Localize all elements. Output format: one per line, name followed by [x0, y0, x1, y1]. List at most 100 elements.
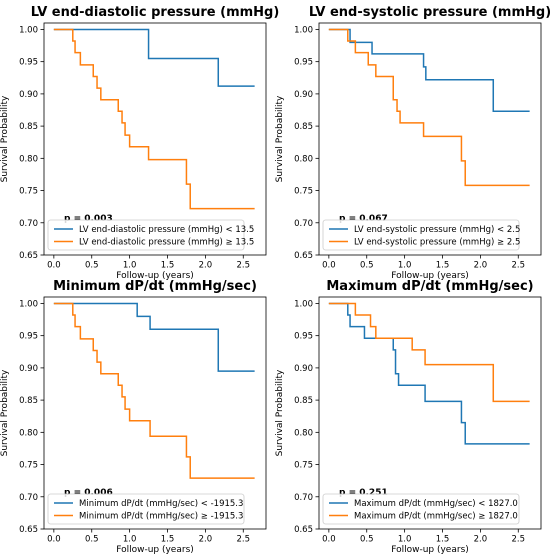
y-tick-label: 0.70 [19, 219, 38, 229]
x-tick-label: 0.5 [360, 535, 374, 545]
y-tick-label: 0.75 [294, 461, 313, 471]
y-tick-label: 0.85 [294, 396, 313, 406]
legend: LV end-diastolic pressure (mmHg) < 13.5 L… [47, 219, 254, 251]
y-tick-label: 0.80 [19, 154, 38, 164]
x-tick-label: 1.5 [161, 261, 175, 271]
series-line-0 [53, 302, 255, 372]
p-value-annotation: p = 0.067 [339, 214, 388, 224]
y-tick-label: 0.70 [294, 493, 313, 503]
series-line-1 [53, 302, 255, 479]
chart-panel: Minimum dP/dt (mmHg/sec) 0.0 0.5 1.0 1.5 2.0 2… [0, 279, 267, 555]
x-tick-label: 0.5 [85, 535, 99, 545]
y-tick-label: 0.65 [19, 251, 38, 261]
chart-panel: LV end-diastolic pressure (mmHg) 0.0 0.5 1.… [0, 5, 279, 281]
chart-title: Maximum dP/dt (mmHg/sec) [326, 279, 533, 294]
series-line-1 [328, 302, 530, 403]
legend-label: LV end-diastolic pressure (mmHg) < 13.5 [79, 225, 254, 235]
p-value-annotation: p = 0.006 [64, 488, 113, 498]
y-tick-label: 1.00 [19, 299, 38, 309]
y-tick-label: 1.00 [19, 25, 38, 35]
x-tick-label: 1.5 [436, 261, 450, 271]
y-tick-label: 0.95 [19, 332, 38, 342]
legend-frame [322, 219, 520, 251]
y-tick-label: 0.80 [294, 428, 313, 438]
legend-label: LV end-diastolic pressure (mmHg) ≥ 13.5 [79, 238, 254, 248]
x-tick-label: 1.5 [436, 535, 450, 545]
y-tick-label: 0.75 [19, 187, 38, 197]
x-tick-label: 0.5 [360, 261, 374, 271]
x-tick-label: 2.0 [199, 535, 213, 545]
chart-title: LV end-systolic pressure (mmHg) [309, 5, 550, 20]
y-tick-label: 0.95 [19, 58, 38, 68]
y-tick-label: 0.95 [294, 332, 313, 342]
x-axis-label: Follow-up (years) [116, 271, 194, 281]
legend-label: Minimum dP/dt (mmHg/sec) < -1915.3 [79, 499, 243, 509]
legend-label: LV end-systolic pressure (mmHg) ≥ 2.5 [354, 238, 520, 248]
x-axis-label: Follow-up (years) [391, 271, 469, 281]
x-tick-label: 0.0 [322, 261, 336, 271]
y-tick-label: 1.00 [294, 25, 313, 35]
x-tick-label: 0.0 [322, 535, 336, 545]
plot-frame [318, 296, 542, 530]
y-tick-label: 1.00 [294, 299, 313, 309]
x-tick-label: 2.0 [474, 535, 488, 545]
x-tick-label: 1.0 [123, 261, 137, 271]
legend-frame [47, 219, 245, 251]
x-tick-label: 0.0 [47, 261, 61, 271]
y-axis-label: Survival Probability [275, 95, 285, 182]
p-value-annotation: p = 0.251 [339, 488, 388, 498]
x-axis-label: Follow-up (years) [391, 545, 469, 555]
y-tick-label: 0.95 [294, 58, 313, 68]
legend-label: Minimum dP/dt (mmHg/sec) ≥ -1915.3 [79, 512, 243, 522]
y-tick-label: 0.85 [19, 396, 38, 406]
legend-label: Maximum dP/dt (mmHg/sec) < 1827.0 [354, 499, 518, 509]
y-tick-label: 0.90 [19, 364, 38, 374]
legend: Minimum dP/dt (mmHg/sec) < -1915.3 Minimu… [47, 493, 245, 525]
legend-frame [47, 493, 245, 525]
chart-title: LV end-diastolic pressure (mmHg) [31, 5, 280, 20]
x-tick-label: 2.5 [512, 261, 526, 271]
series-line-0 [328, 28, 530, 113]
x-tick-label: 2.0 [199, 261, 213, 271]
legend-frame [322, 493, 520, 525]
p-value-annotation: p = 0.003 [64, 214, 113, 224]
y-tick-label: 0.65 [19, 525, 38, 535]
y-tick-label: 0.80 [294, 154, 313, 164]
x-tick-label: 2.0 [474, 261, 488, 271]
x-tick-label: 1.5 [161, 535, 175, 545]
series-line-0 [328, 302, 530, 445]
chart-title: Minimum dP/dt (mmHg/sec) [53, 279, 257, 294]
y-tick-label: 0.65 [294, 251, 313, 261]
y-tick-label: 0.85 [294, 122, 313, 132]
series-line-1 [328, 28, 530, 187]
chart-panel: Maximum dP/dt (mmHg/sec) 0.0 0.5 1.0 1.5 2.0 2… [275, 279, 542, 555]
y-tick-label: 0.90 [294, 364, 313, 374]
y-tick-label: 0.80 [19, 428, 38, 438]
series-line-0 [53, 28, 255, 87]
y-axis-label: Survival Probability [0, 95, 10, 182]
y-tick-label: 0.85 [19, 122, 38, 132]
plot-frame [43, 22, 267, 256]
y-tick-label: 0.70 [19, 493, 38, 503]
plot-frame [43, 296, 267, 530]
x-tick-label: 2.5 [237, 261, 251, 271]
x-tick-label: 2.5 [512, 535, 526, 545]
x-tick-label: 2.5 [237, 535, 251, 545]
legend: LV end-systolic pressure (mmHg) < 2.5 LV … [322, 219, 520, 251]
x-tick-label: 1.0 [398, 261, 412, 271]
y-tick-label: 0.75 [19, 461, 38, 471]
y-axis-label: Survival Probability [275, 369, 285, 456]
x-tick-label: 0.5 [85, 261, 99, 271]
y-tick-label: 0.65 [294, 525, 313, 535]
legend-label: Maximum dP/dt (mmHg/sec) ≥ 1827.0 [354, 512, 518, 522]
x-tick-label: 1.0 [123, 535, 137, 545]
y-tick-label: 0.90 [19, 90, 38, 100]
x-axis-label: Follow-up (years) [116, 545, 194, 555]
x-tick-label: 0.0 [47, 535, 61, 545]
chart-panel: LV end-systolic pressure (mmHg) 0.0 0.5 1.0… [275, 5, 550, 281]
x-tick-label: 1.0 [398, 535, 412, 545]
series-line-1 [53, 28, 255, 210]
y-tick-label: 0.90 [294, 90, 313, 100]
y-axis-label: Survival Probability [0, 369, 10, 456]
